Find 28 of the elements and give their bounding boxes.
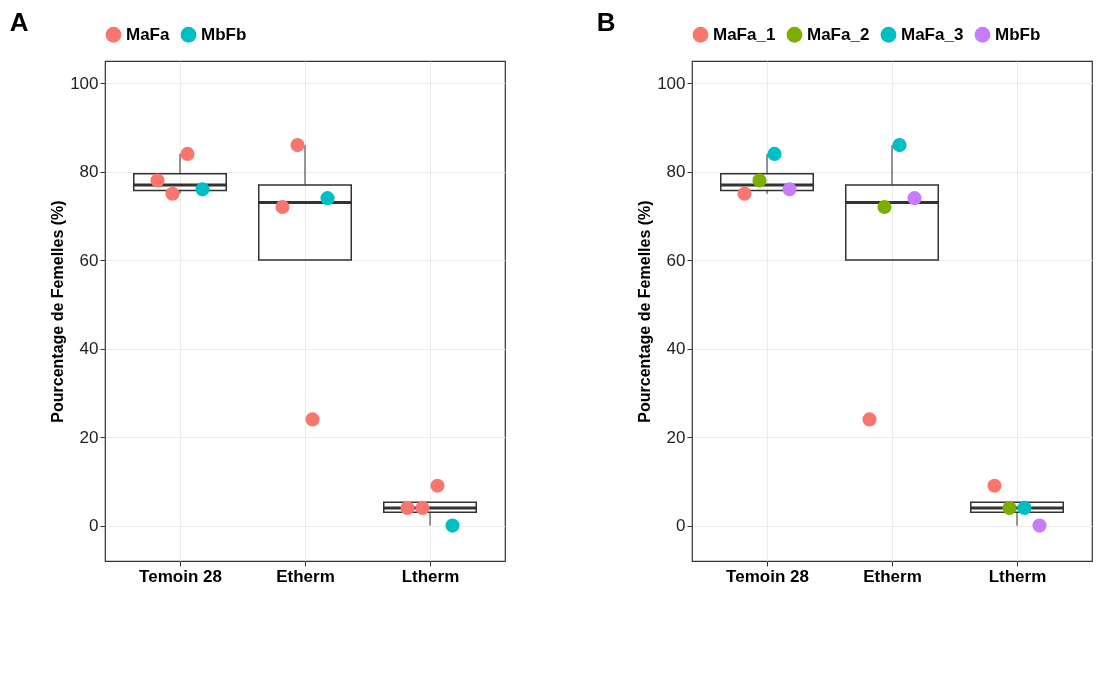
y-tick-label: 0 (89, 516, 99, 536)
y-axis-title: Pourcentage de Femelles (%) (49, 200, 67, 423)
y-tick-label: 20 (79, 427, 99, 447)
y-tick-label: 100 (657, 73, 686, 93)
legend-label: MbFb (201, 24, 247, 44)
y-axis-title: Pourcentage de Femelles (%) (636, 200, 654, 423)
y-tick-label: 100 (70, 73, 99, 93)
legend-label: MaFa (126, 24, 170, 44)
x-tick-label: Etherm (863, 566, 922, 586)
y-tick-label: 60 (79, 250, 99, 270)
legend-label: MaFa_3 (901, 24, 964, 44)
y-tick-label: 40 (79, 339, 99, 359)
y-tick-label: 80 (666, 162, 686, 182)
chart-title: A (9, 7, 29, 37)
y-tick-label: 20 (666, 427, 686, 447)
legend-label: MaFa_2 (807, 24, 870, 44)
x-tick-label: Ltherm (988, 566, 1047, 586)
y-tick-label: 0 (676, 516, 686, 536)
y-tick-label: 80 (79, 162, 99, 182)
x-tick-label: Etherm (276, 566, 335, 586)
y-tick-label: 60 (666, 250, 686, 270)
y-tick-label: 40 (666, 339, 686, 359)
x-tick-label: Temoin 28 (726, 566, 809, 586)
legend-label: MaFa_1 (713, 24, 776, 44)
x-tick-label: Temoin 28 (139, 566, 222, 586)
legend-label: MbFb (995, 24, 1041, 44)
chart-title: B (596, 7, 616, 37)
x-tick-label: Ltherm (401, 566, 460, 586)
